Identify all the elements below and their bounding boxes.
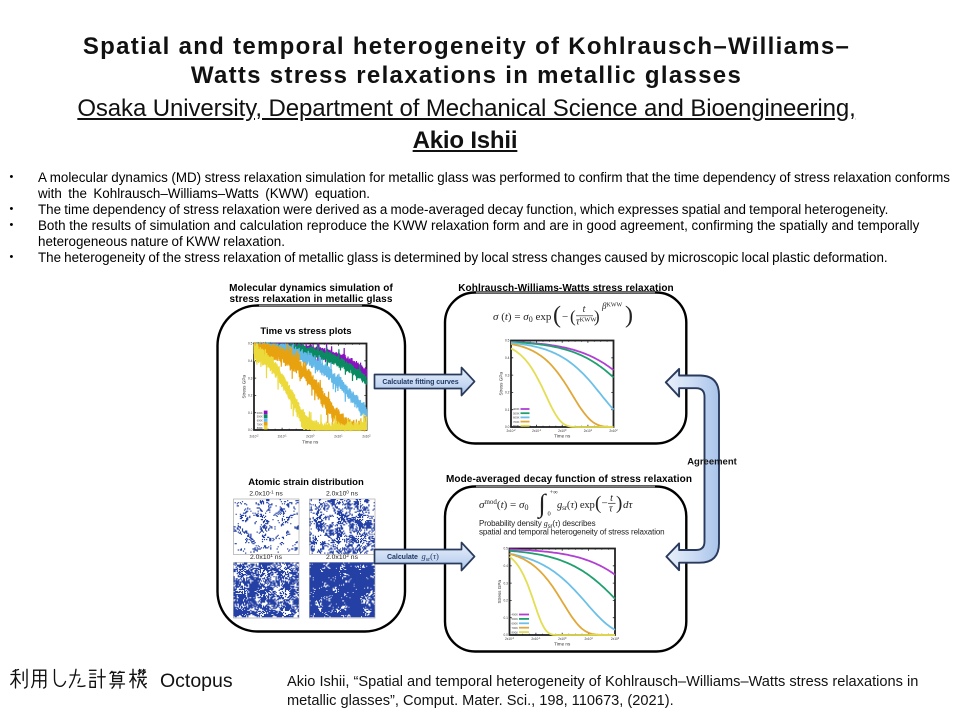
svg-text:2x10-2: 2x10-2 [249, 434, 259, 438]
svg-text:2x10-1: 2x10-1 [531, 637, 541, 641]
svg-text:600K: 600K [513, 416, 520, 420]
svg-text:Stress GPa: Stress GPa [242, 375, 247, 399]
svg-text:400K: 400K [511, 613, 518, 617]
svg-text:2x101: 2x101 [584, 429, 593, 433]
svg-text:2.0x10-1 ns: 2.0x10-1 ns [249, 490, 283, 498]
svg-text:Atomic strain distribution: Atomic strain distribution [248, 477, 364, 488]
svg-text:gsr(τ) exp: gsr(τ) exp [557, 500, 595, 512]
svg-text:0.4: 0.4 [505, 356, 510, 360]
svg-text:2x102: 2x102 [362, 434, 371, 438]
svg-text:t: t [583, 304, 586, 315]
svg-text:2x102: 2x102 [611, 637, 620, 641]
svg-text:2x10-1: 2x10-1 [278, 434, 288, 438]
svg-text:2x10-1: 2x10-1 [532, 429, 542, 433]
svg-text:0.0: 0.0 [248, 428, 253, 432]
svg-text:0.0: 0.0 [503, 633, 508, 637]
svg-text:700K: 700K [511, 626, 518, 630]
svg-text:700K: 700K [257, 422, 263, 426]
svg-text:0.4: 0.4 [503, 564, 508, 568]
svg-text:2x10-2: 2x10-2 [505, 637, 515, 641]
svg-text:800K: 800K [513, 424, 520, 428]
svg-text:t: t [610, 493, 613, 504]
svg-text:Time vs stress plots: Time vs stress plots [260, 326, 351, 337]
svg-text:2x100: 2x100 [558, 429, 567, 433]
svg-text:2x102: 2x102 [609, 429, 618, 433]
svg-text:Stress GPa: Stress GPa [497, 580, 502, 604]
svg-text:(: ( [553, 303, 561, 329]
svg-text:500K: 500K [511, 617, 518, 621]
svg-text:gsr(τ): gsr(τ) [422, 551, 439, 563]
svg-text:Probability density gsr(τ) des: Probability density gsr(τ) describes [479, 519, 596, 530]
svg-text:βKWW: βKWW [601, 301, 622, 311]
svg-text:σmod(t) = σ0: σmod(t) = σ0 [479, 498, 528, 512]
svg-text:spatial and temporal heterogen: spatial and temporal heterogeneity of st… [479, 528, 665, 537]
svg-text:0.1: 0.1 [505, 408, 510, 412]
svg-text:0.1: 0.1 [248, 411, 253, 415]
svg-text:Stress GPa: Stress GPa [499, 372, 504, 396]
svg-text:700K: 700K [513, 420, 520, 424]
svg-text:Kohlrausch-Williams-Watts stre: Kohlrausch-Williams-Watts stress relaxat… [458, 283, 674, 294]
svg-text:800K: 800K [257, 426, 263, 430]
svg-text:500K: 500K [257, 415, 263, 419]
svg-text:0.0: 0.0 [505, 425, 510, 429]
svg-text:): ) [594, 307, 600, 326]
svg-text:Agreement: Agreement [687, 457, 737, 468]
svg-text:Calculate fitting curves: Calculate fitting curves [382, 379, 458, 386]
svg-text:Time ns: Time ns [302, 440, 319, 445]
svg-text:400K: 400K [513, 407, 520, 411]
svg-text:τKWW: τKWW [576, 317, 597, 328]
svg-text:600K: 600K [257, 419, 263, 423]
svg-text:2x100: 2x100 [306, 434, 315, 438]
svg-text:): ) [625, 303, 633, 329]
svg-text:Time ns: Time ns [554, 642, 571, 647]
svg-text:σ (t) = σ0 exp: σ (t) = σ0 exp [493, 311, 552, 324]
svg-text:2x10-2: 2x10-2 [506, 429, 516, 433]
svg-text:2.0x101 ns: 2.0x101 ns [250, 553, 283, 561]
svg-text:0.2: 0.2 [505, 391, 510, 395]
svg-text:Calculate: Calculate [387, 554, 418, 561]
svg-text:(: ( [570, 307, 576, 326]
svg-text:Molecular dynamics simulation: Molecular dynamics simulation of [229, 283, 393, 294]
svg-text:∫: ∫ [537, 489, 548, 519]
svg-text:0.3: 0.3 [505, 373, 510, 377]
svg-text:0.3: 0.3 [248, 376, 253, 380]
svg-text:−: − [562, 311, 568, 323]
svg-text:600K: 600K [511, 622, 518, 626]
svg-text:0.4: 0.4 [248, 359, 253, 363]
svg-text:400K: 400K [257, 411, 263, 415]
svg-text:+∞: +∞ [550, 489, 559, 496]
svg-text:0.5: 0.5 [505, 339, 510, 343]
svg-text:2x100: 2x100 [558, 637, 567, 641]
svg-text:0.3: 0.3 [503, 581, 508, 585]
svg-text:0.5: 0.5 [248, 342, 253, 346]
svg-text:τ: τ [609, 503, 613, 514]
svg-text:): ) [616, 493, 622, 514]
svg-text:Mode-averaged decay function o: Mode-averaged decay function of stress r… [446, 474, 692, 485]
svg-text:stress relaxation in metallic: stress relaxation in metallic glass [229, 294, 392, 305]
svg-text:0.1: 0.1 [503, 616, 508, 620]
svg-text:(: ( [595, 493, 601, 514]
svg-text:0.2: 0.2 [503, 599, 508, 603]
svg-text:2x101: 2x101 [334, 434, 343, 438]
svg-text:dτ: dτ [623, 499, 634, 511]
svg-text:2.0x100 ns: 2.0x100 ns [326, 490, 359, 498]
svg-text:0.2: 0.2 [248, 394, 253, 398]
svg-text:0.5: 0.5 [503, 547, 508, 551]
svg-text:500K: 500K [513, 411, 520, 415]
svg-text:0: 0 [548, 511, 551, 518]
svg-text:Time ns: Time ns [554, 434, 571, 439]
svg-text:800K: 800K [511, 630, 518, 634]
svg-text:2.0x102 ns: 2.0x102 ns [326, 553, 359, 561]
svg-text:−: − [602, 498, 608, 510]
svg-text:2x101: 2x101 [584, 637, 593, 641]
